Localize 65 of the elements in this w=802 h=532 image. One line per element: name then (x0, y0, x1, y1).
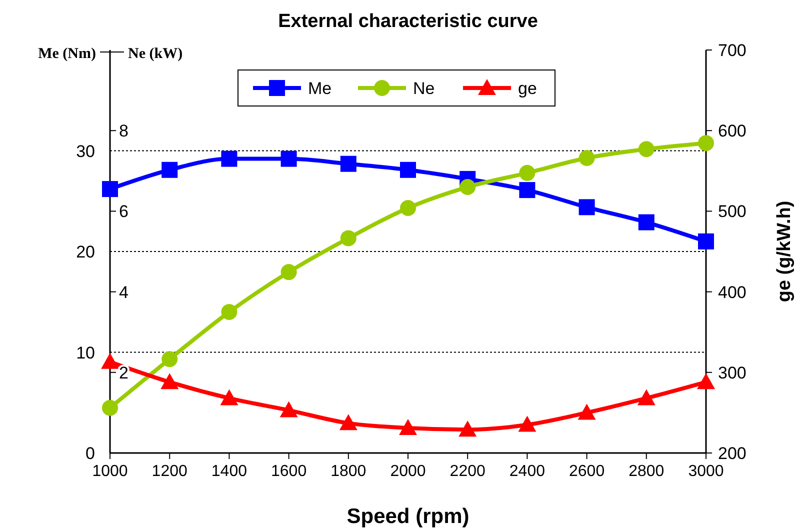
x-tick-label: 2200 (450, 463, 486, 480)
legend-label: Ne (413, 79, 435, 98)
point (101, 352, 119, 369)
y2-tick-label: 700 (718, 41, 746, 60)
x-tick-label: 2000 (390, 463, 426, 480)
x-axis-title: Speed (rpm) (346, 505, 470, 528)
x-tick-label: 1600 (271, 463, 307, 480)
y-axis-title: Me (Nm) (38, 46, 96, 62)
x-tick-label: 1800 (330, 463, 366, 480)
point (698, 233, 714, 250)
point (102, 400, 118, 416)
point (220, 389, 238, 406)
point (458, 420, 477, 437)
point (460, 179, 476, 196)
point (280, 401, 298, 418)
x-tick-label: 1000 (92, 463, 128, 480)
point (400, 162, 416, 178)
point (698, 135, 714, 152)
x-tick-label: 1200 (152, 463, 188, 480)
point (638, 214, 654, 230)
point (221, 304, 238, 320)
point (578, 199, 595, 216)
y-tick-label: 30 (76, 142, 95, 161)
point (399, 419, 417, 436)
chart-title: External characteristic curve (278, 11, 538, 32)
point (160, 373, 179, 390)
y2-tick-label: 500 (718, 202, 746, 222)
y2-tick-label: 300 (718, 363, 746, 382)
y3-tick-label: 6 (119, 202, 128, 222)
y-tick-label: 20 (76, 242, 95, 262)
x-tick-label: 3000 (688, 463, 724, 480)
y3-tick-label: 2 (119, 363, 128, 382)
y3-axis-title: Ne (kW) (128, 46, 183, 62)
point (697, 373, 715, 390)
y3-tick-label: 8 (119, 122, 128, 141)
legend-label: ge (518, 79, 537, 98)
point (340, 156, 356, 172)
x-tick-label: 2800 (628, 463, 664, 480)
legend-label: Me (308, 79, 332, 98)
point (400, 200, 416, 216)
point (519, 164, 536, 181)
y3-tick-label: 4 (119, 282, 128, 302)
point (162, 162, 178, 178)
point (340, 230, 356, 246)
point (102, 181, 118, 198)
point (578, 150, 595, 166)
y-tick-label: 0 (86, 444, 95, 463)
y2-tick-label: 600 (718, 122, 746, 141)
point (280, 264, 297, 280)
point (638, 141, 654, 158)
x-tick-label: 1400 (211, 463, 248, 480)
point (221, 150, 238, 167)
point (518, 416, 536, 432)
y-tick-label: 10 (76, 343, 95, 362)
y2-axis-title: ge (g/kW.h) (774, 200, 795, 302)
y2-tick-label: 200 (718, 444, 746, 463)
point (280, 150, 297, 167)
point (637, 389, 656, 406)
x-tick-label: 2600 (569, 463, 605, 480)
point (162, 351, 178, 368)
point (519, 182, 536, 198)
point (339, 414, 358, 430)
y2-tick-label: 400 (718, 282, 746, 302)
x-tick-label: 2400 (509, 463, 546, 480)
point (578, 404, 596, 420)
